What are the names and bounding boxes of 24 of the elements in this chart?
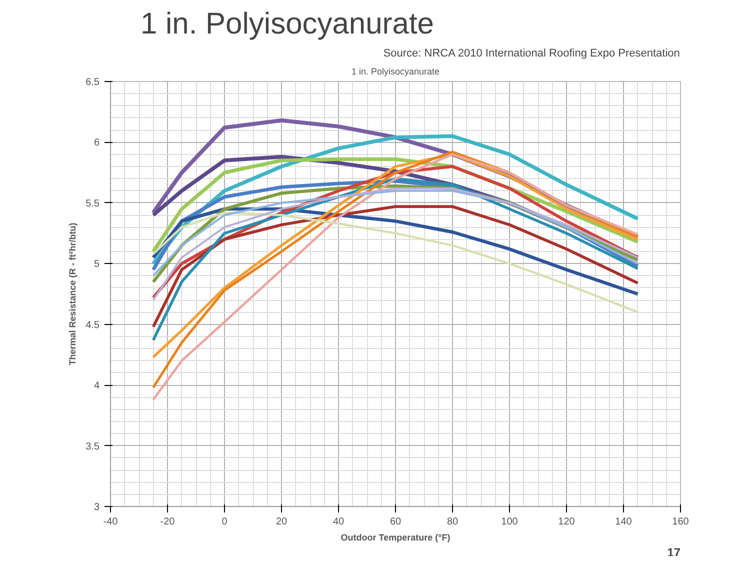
y-tick-label: 6.5 <box>86 77 100 88</box>
y-tick-label: 5 <box>94 259 100 270</box>
x-tick-label: 0 <box>222 516 228 528</box>
y-tick-label: 3.5 <box>86 441 100 452</box>
chart-subtitle: 1 in. Polyisocyanurate <box>351 66 440 76</box>
chart-title: 1 in. Polyisocyanurate <box>140 8 434 40</box>
source-note: Source: NRCA 2010 International Roofing Expo Presentation <box>383 48 680 60</box>
x-tick-label: 160 <box>672 516 690 528</box>
y-tick-label: 6 <box>94 138 100 149</box>
y-tick-label: 4.5 <box>86 320 100 331</box>
x-tick-label: -20 <box>160 516 176 528</box>
x-tick-label: -40 <box>103 516 118 528</box>
x-tick-label: 20 <box>276 516 288 528</box>
x-tick-label: 60 <box>390 516 402 528</box>
y-axis-title: Thermal Resistance (R - ft²hr/btu) <box>68 222 78 366</box>
x-tick-label: 40 <box>332 516 344 528</box>
x-tick-label: 100 <box>501 516 518 528</box>
y-tick-label: 4 <box>94 380 100 392</box>
x-tick-label: 120 <box>558 516 576 528</box>
x-tick-label: 140 <box>615 516 632 528</box>
x-tick-label: 80 <box>446 516 458 528</box>
y-tick-label: 3 <box>94 502 100 513</box>
x-axis-title: Outdoor Temperature (°F) <box>340 532 450 542</box>
y-tick-label: 5.5 <box>86 198 100 210</box>
